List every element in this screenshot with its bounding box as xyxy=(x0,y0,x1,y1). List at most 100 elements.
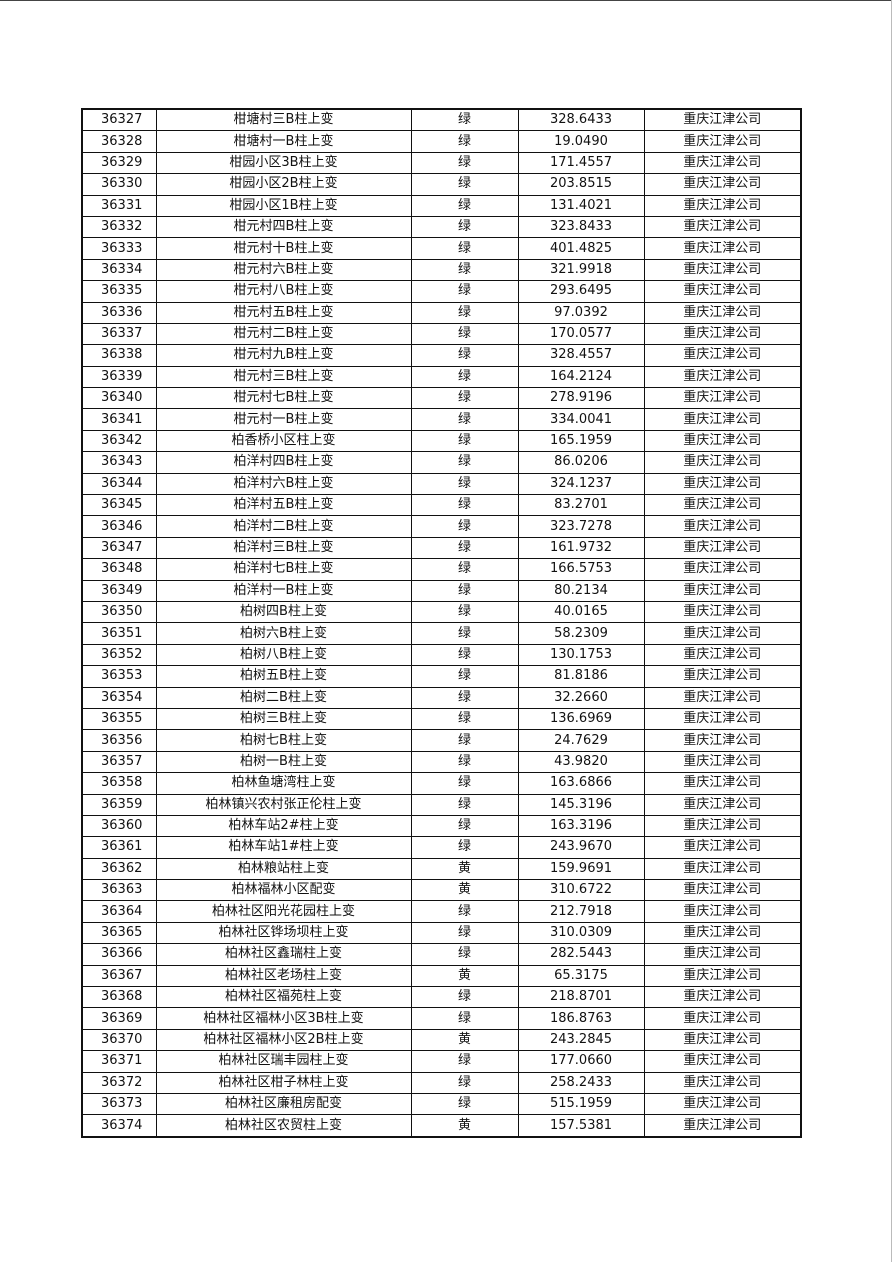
value-cell: 258.2433 xyxy=(517,1071,645,1094)
status-color-cell: 绿 xyxy=(410,665,519,688)
station-name-cell: 柑元村十B柱上变 xyxy=(155,237,412,260)
status-color-cell: 绿 xyxy=(410,622,519,645)
row-id-cell: 36340 xyxy=(81,387,157,410)
station-name-cell: 柏树五B柱上变 xyxy=(155,665,412,688)
company-cell: 重庆江津公司 xyxy=(643,879,802,902)
table-row: 36371 柏林社区瑞丰园柱上变绿 177.0660 重庆江津公司 xyxy=(81,1050,802,1073)
company-cell: 重庆江津公司 xyxy=(643,1050,802,1073)
status-color-cell: 绿 xyxy=(410,643,519,667)
status-color-cell: 绿 xyxy=(410,536,519,560)
status-color-cell: 绿 xyxy=(410,429,519,453)
row-id-cell: 36352 xyxy=(81,643,157,667)
table-row: 36331 柑园小区1B柱上变绿 131.4021 重庆江津公司 xyxy=(81,194,802,217)
status-color-cell: 绿 xyxy=(410,451,519,474)
table-row: 36349 柏洋村一B柱上变绿 80.2134 重庆江津公司 xyxy=(81,579,802,602)
table-row: 36353 柏树五B柱上变绿 81.8186 重庆江津公司 xyxy=(81,665,802,688)
status-color-cell: 绿 xyxy=(410,151,519,175)
station-name-cell: 柏林社区瑞丰园柱上变 xyxy=(155,1050,412,1073)
row-id-cell: 36327 xyxy=(81,108,157,132)
status-color-cell: 绿 xyxy=(410,900,519,923)
company-cell: 重庆江津公司 xyxy=(643,622,802,645)
station-name-cell: 柏林社区福林小区2B柱上变 xyxy=(155,1028,412,1052)
row-id-cell: 36364 xyxy=(81,900,157,923)
company-cell: 重庆江津公司 xyxy=(643,365,802,389)
table-row: 36366 柏林社区鑫瑞柱上变绿 282.5443 重庆江津公司 xyxy=(81,943,802,966)
value-cell: 324.1237 xyxy=(517,472,645,496)
value-cell: 65.3175 xyxy=(517,964,645,988)
row-id-cell: 36335 xyxy=(81,280,157,303)
station-name-cell: 柏林社区阳光花园柱上变 xyxy=(155,900,412,923)
station-name-cell: 柏林福林小区配变 xyxy=(155,879,412,902)
value-cell: 212.7918 xyxy=(517,900,645,923)
company-cell: 重庆江津公司 xyxy=(643,600,802,624)
station-name-cell: 柏林社区福苑柱上变 xyxy=(155,986,412,1009)
row-id-cell: 36355 xyxy=(81,707,157,731)
company-cell: 重庆江津公司 xyxy=(643,472,802,496)
station-name-cell: 柏林车站1#柱上变 xyxy=(155,836,412,859)
station-name-cell: 柑元村八B柱上变 xyxy=(155,280,412,303)
table-row: 36336 柑元村五B柱上变绿 97.0392 重庆江津公司 xyxy=(81,301,802,324)
station-name-cell: 柏林车站2#柱上变 xyxy=(155,814,412,838)
status-color-cell: 黄 xyxy=(410,964,519,988)
page-top-border xyxy=(0,0,892,1)
row-id-cell: 36354 xyxy=(81,686,157,709)
value-cell: 401.4825 xyxy=(517,237,645,260)
station-name-cell: 柏林镇兴农村张正伦柱上变 xyxy=(155,793,412,816)
company-cell: 重庆江津公司 xyxy=(643,772,802,795)
station-name-cell: 柏洋村三B柱上变 xyxy=(155,536,412,560)
company-cell: 重庆江津公司 xyxy=(643,750,802,774)
status-color-cell: 绿 xyxy=(410,793,519,816)
table-row: 36369 柏林社区福林小区3B柱上变绿 186.8763 重庆江津公司 xyxy=(81,1007,802,1030)
status-color-cell: 黄 xyxy=(410,1028,519,1052)
value-cell: 83.2701 xyxy=(517,494,645,517)
row-id-cell: 36328 xyxy=(81,130,157,153)
table-row: 36373 柏林社区廉租房配变绿 515.1959 重庆江津公司 xyxy=(81,1092,802,1116)
row-id-cell: 36350 xyxy=(81,600,157,624)
company-cell: 重庆江津公司 xyxy=(643,558,802,581)
value-cell: 163.3196 xyxy=(517,814,645,838)
row-id-cell: 36365 xyxy=(81,921,157,945)
company-cell: 重庆江津公司 xyxy=(643,280,802,303)
status-color-cell: 绿 xyxy=(410,194,519,217)
value-cell: 164.2124 xyxy=(517,365,645,389)
station-name-cell: 柏树四B柱上变 xyxy=(155,600,412,624)
table-row: 36356 柏树七B柱上变绿 24.7629 重庆江津公司 xyxy=(81,729,802,752)
table-row: 36338 柑元村九B柱上变绿 328.4557 重庆江津公司 xyxy=(81,344,802,367)
table-row: 36374 柏林社区农贸柱上变黄 157.5381 重庆江津公司 xyxy=(81,1114,802,1138)
table-row: 36340 柑元村七B柱上变绿 278.9196 重庆江津公司 xyxy=(81,387,802,410)
company-cell: 重庆江津公司 xyxy=(643,1092,802,1116)
company-cell: 重庆江津公司 xyxy=(643,900,802,923)
table-row: 36329 柑园小区3B柱上变绿 171.4557 重庆江津公司 xyxy=(81,151,802,175)
table-row: 36355 柏树三B柱上变绿 136.6969 重庆江津公司 xyxy=(81,707,802,731)
table-row: 36350 柏树四B柱上变绿 40.0165 重庆江津公司 xyxy=(81,600,802,624)
status-color-cell: 绿 xyxy=(410,280,519,303)
value-cell: 243.9670 xyxy=(517,836,645,859)
station-name-cell: 柏洋村一B柱上变 xyxy=(155,579,412,602)
value-cell: 130.1753 xyxy=(517,643,645,667)
row-id-cell: 36333 xyxy=(81,237,157,260)
company-cell: 重庆江津公司 xyxy=(643,964,802,988)
table-row: 36344 柏洋村六B柱上变绿 324.1237 重庆江津公司 xyxy=(81,472,802,496)
station-name-cell: 柑园小区1B柱上变 xyxy=(155,194,412,217)
value-cell: 86.0206 xyxy=(517,451,645,474)
company-cell: 重庆江津公司 xyxy=(643,793,802,816)
station-name-cell: 柏树六B柱上变 xyxy=(155,622,412,645)
row-id-cell: 36345 xyxy=(81,494,157,517)
value-cell: 310.6722 xyxy=(517,879,645,902)
value-cell: 97.0392 xyxy=(517,301,645,324)
station-name-cell: 柏林社区福林小区3B柱上变 xyxy=(155,1007,412,1030)
status-color-cell: 绿 xyxy=(410,943,519,966)
row-id-cell: 36337 xyxy=(81,322,157,346)
row-id-cell: 36331 xyxy=(81,194,157,217)
row-id-cell: 36332 xyxy=(81,215,157,239)
table-row: 36346 柏洋村二B柱上变绿 323.7278 重庆江津公司 xyxy=(81,515,802,538)
station-name-cell: 柏林社区铧场坝柱上变 xyxy=(155,921,412,945)
company-cell: 重庆江津公司 xyxy=(643,986,802,1009)
station-name-cell: 柏洋村六B柱上变 xyxy=(155,472,412,496)
value-cell: 323.8433 xyxy=(517,215,645,239)
station-name-cell: 柑元村二B柱上变 xyxy=(155,322,412,346)
table-row: 36339 柑元村三B柱上变绿 164.2124 重庆江津公司 xyxy=(81,365,802,389)
value-cell: 58.2309 xyxy=(517,622,645,645)
status-color-cell: 绿 xyxy=(410,344,519,367)
row-id-cell: 36360 xyxy=(81,814,157,838)
